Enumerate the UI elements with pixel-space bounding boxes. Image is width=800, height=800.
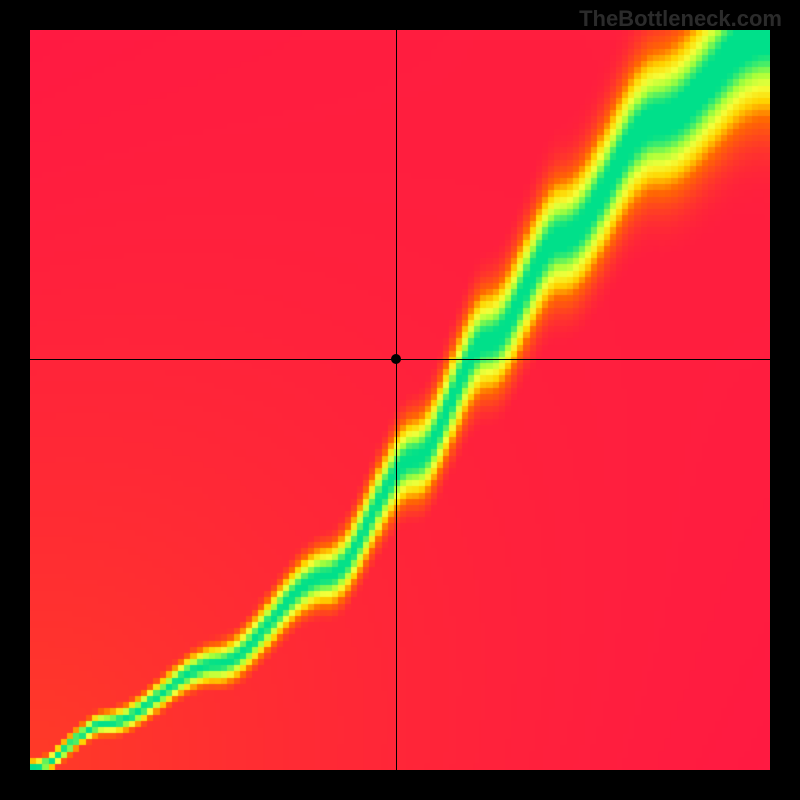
heatmap-canvas: [30, 30, 770, 770]
watermark-text: TheBottleneck.com: [579, 6, 782, 32]
crosshair-vertical: [396, 30, 397, 770]
crosshair-marker-dot: [391, 354, 401, 364]
heatmap-plot: [30, 30, 770, 770]
